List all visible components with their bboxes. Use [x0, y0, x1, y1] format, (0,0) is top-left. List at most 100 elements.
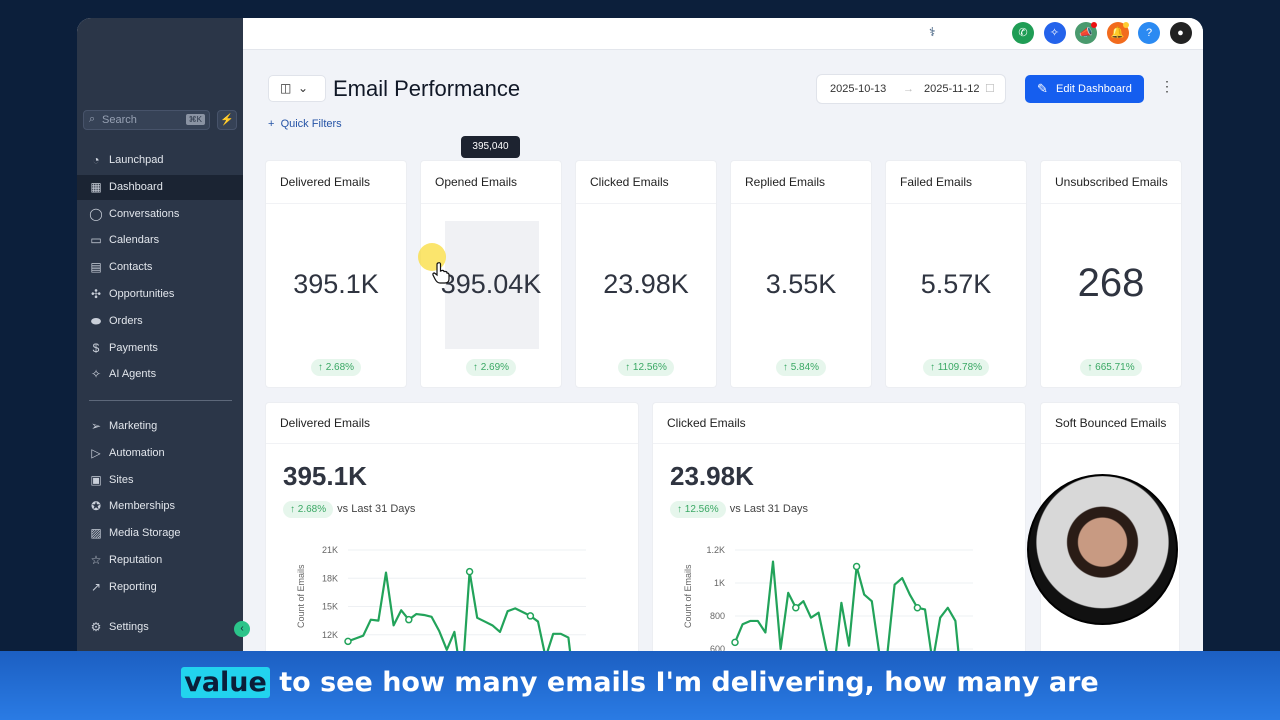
chat-icon: ◯ — [89, 206, 103, 221]
dashboard-switcher[interactable]: ◫ ⌄ — [268, 75, 326, 102]
data-point[interactable] — [344, 637, 352, 646]
rocket-icon: ◔ — [92, 153, 100, 167]
data-point[interactable] — [526, 612, 535, 620]
y-tick-label: 600 — [710, 644, 725, 651]
sidebar-item-orders[interactable]: ⬬ Orders — [77, 309, 243, 334]
date-to[interactable]: 2025-11-12 — [924, 83, 980, 95]
data-point[interactable] — [913, 604, 922, 612]
card-value: 268 — [1077, 261, 1145, 305]
sidebar-item-label: Orders — [109, 314, 143, 327]
metric-card[interactable]: Failed Emails 5.57K ↑ 1109.78% — [885, 160, 1027, 388]
cursor-highlight — [418, 243, 446, 271]
sidebar-item-sites[interactable]: ▣ Sites — [77, 468, 243, 493]
payments-icon: $ — [92, 340, 100, 355]
y-axis-label: Count of Emails — [296, 564, 306, 628]
collapse-sidebar-button[interactable]: ‹ — [234, 621, 250, 637]
sidebar-item-payments[interactable]: $ Payments — [77, 336, 243, 361]
divider — [731, 203, 871, 204]
edit-label: Edit Dashboard — [1056, 83, 1132, 95]
help-button[interactable]: ? — [1138, 22, 1160, 44]
metric-card[interactable]: Replied Emails 3.55K ↑ 5.84% — [730, 160, 872, 388]
bell-button[interactable]: 🔔 — [1106, 22, 1129, 44]
card-title: Clicked Emails — [590, 175, 669, 189]
sparkle-button[interactable]: ✧ — [1043, 22, 1066, 44]
card-value: 23.98K — [603, 269, 689, 299]
divider — [89, 400, 232, 401]
megaphone-button[interactable]: 📣 — [1075, 22, 1097, 44]
user-avatar[interactable]: ● — [1169, 22, 1192, 44]
sidebar-item-reputation[interactable]: ☆ Reputation — [77, 548, 243, 573]
sidebar-item-label: Memberships — [109, 500, 176, 513]
data-point[interactable] — [465, 567, 474, 576]
sidebar-item-settings[interactable]: ⚙ Settings — [77, 615, 243, 640]
sidebar-item-calendars[interactable]: ▭ Calendars — [77, 228, 243, 253]
bell-icon: 🔔 — [1110, 27, 1125, 39]
sidebar-item-ai-agents[interactable]: ✧ AI Agents — [77, 362, 243, 387]
sparkle-icon: ✧ — [90, 367, 102, 382]
tooltip: 395,040 — [461, 136, 520, 158]
sidebar-item-media-storage[interactable]: ▨ Media Storage — [77, 521, 243, 546]
company-logo: ⚕ — [929, 25, 936, 39]
avatar: ● — [1177, 27, 1184, 39]
card-title: Failed Emails — [900, 175, 973, 189]
sidebar-item-memberships[interactable]: ✪ Memberships — [77, 494, 243, 519]
search-input[interactable]: ⌕ Search ⌘K — [83, 110, 210, 130]
caption-text: to see how many emails I'm delivering, h… — [269, 667, 1099, 698]
hand-cursor-icon — [432, 262, 450, 284]
app-window: ⌕ Search ⌘K ⚡ ◔ Launchpad ▦ Dashboard ◯ Convers… — [77, 18, 1203, 651]
layout-icon: ◫ — [280, 81, 292, 95]
metric-card[interactable]: Delivered Emails 395.1K ↑ 2.68% — [265, 160, 407, 388]
sidebar-item-marketing[interactable]: ➢ Marketing — [77, 414, 243, 439]
divider — [266, 443, 638, 444]
series-line — [733, 560, 960, 651]
date-range-picker[interactable]: 2025-10-13 → 2025-11-12 ☐ — [816, 74, 1006, 104]
sidebar-item-conversations[interactable]: ◯ Conversations — [77, 202, 243, 227]
data-point[interactable] — [852, 562, 861, 571]
search-placeholder: Search — [102, 114, 137, 126]
arrow-right-icon: → — [903, 83, 914, 95]
chevron-down-icon: ⌄ — [298, 81, 309, 95]
divider — [886, 203, 1026, 204]
sidebar-item-automation[interactable]: ▷ Automation — [77, 441, 243, 466]
data-point[interactable] — [731, 638, 739, 647]
metric-card[interactable]: Clicked Emails 23.98K ↑ 12.56% — [575, 160, 717, 388]
sidebar-item-dashboard[interactable]: ▦ Dashboard — [77, 174, 243, 200]
sidebar-item-label: Media Storage — [109, 527, 181, 540]
image-icon: ▨ — [90, 526, 102, 541]
data-point[interactable] — [405, 615, 413, 624]
divider — [1041, 203, 1181, 204]
sidebar-item-contacts[interactable]: ▤ Contacts — [77, 255, 243, 280]
card-title: Unsubscribed Emails — [1055, 175, 1168, 189]
sidebar-item-reporting[interactable]: ↗ Reporting — [77, 575, 243, 600]
edit-dashboard-button[interactable]: ✎ Edit Dashboard — [1025, 75, 1144, 103]
hover-highlight — [445, 221, 539, 349]
more-options-icon[interactable]: ⋮ — [1160, 78, 1174, 94]
panel-title: Clicked Emails — [667, 416, 746, 430]
data-point[interactable] — [792, 604, 800, 612]
phone-button[interactable]: ✆ — [1012, 22, 1034, 44]
metric-card[interactable]: Unsubscribed Emails 268 ↑ 665.71% — [1040, 160, 1182, 388]
sidebar-item-label: Settings — [109, 621, 149, 633]
phone-icon: ✆ — [1018, 27, 1028, 39]
page-title: Email Performance — [333, 76, 521, 101]
sidebar-item-label: Conversations — [109, 207, 180, 220]
change-badge: ↑ 665.71% — [1080, 359, 1142, 376]
panel-title: Delivered Emails — [280, 416, 371, 430]
y-tick-label: 1K — [714, 578, 725, 588]
sidebar-item-label: Opportunities — [109, 288, 175, 300]
sidebar-item-label: Sites — [109, 473, 134, 486]
quick-filters-button[interactable]: + Quick Filters — [268, 118, 342, 130]
sidebar-item-launchpad[interactable]: ◔ Launchpad — [77, 148, 243, 173]
card-value: 395.1K — [293, 269, 379, 299]
caption: value to see how many emails I'm deliver… — [0, 667, 1280, 698]
sidebar-item-opportunities[interactable]: ✣ Opportunities — [77, 282, 243, 307]
date-from[interactable]: 2025-10-13 — [830, 83, 887, 95]
line-chart: 600 800 1K 1.2K Count of Emails — [683, 545, 973, 651]
quick-action-button[interactable]: ⚡ — [217, 110, 237, 130]
orders-icon: ⬬ — [90, 313, 102, 328]
contacts-icon: ▤ — [90, 260, 102, 275]
card-title: Opened Emails — [435, 175, 518, 189]
sidebar-item-label: Contacts — [109, 261, 153, 274]
sidebar-item-label: Marketing — [109, 420, 158, 432]
card-value: 395.04K — [440, 269, 542, 299]
